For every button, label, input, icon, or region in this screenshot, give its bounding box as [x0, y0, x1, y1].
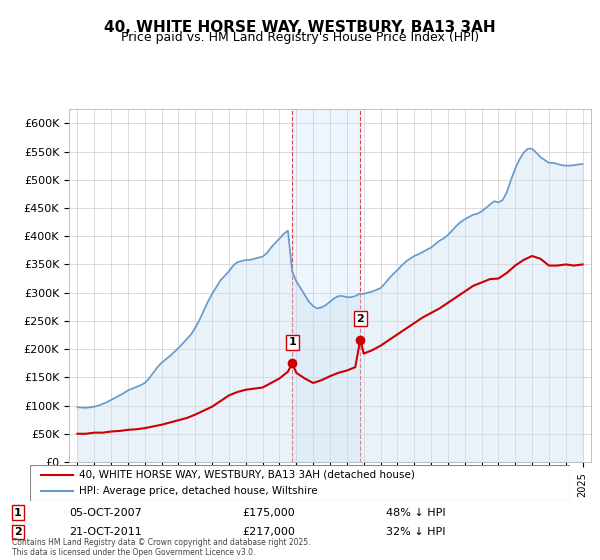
- Text: 1: 1: [14, 507, 22, 517]
- Text: £217,000: £217,000: [242, 527, 295, 537]
- Text: 40, WHITE HORSE WAY, WESTBURY, BA13 3AH (detached house): 40, WHITE HORSE WAY, WESTBURY, BA13 3AH …: [79, 470, 415, 480]
- Text: 2: 2: [14, 527, 22, 537]
- Text: 21-OCT-2011: 21-OCT-2011: [70, 527, 142, 537]
- Text: Price paid vs. HM Land Registry's House Price Index (HPI): Price paid vs. HM Land Registry's House …: [121, 31, 479, 44]
- Text: 48% ↓ HPI: 48% ↓ HPI: [386, 507, 446, 517]
- Text: 40, WHITE HORSE WAY, WESTBURY, BA13 3AH: 40, WHITE HORSE WAY, WESTBURY, BA13 3AH: [104, 20, 496, 35]
- Text: £175,000: £175,000: [242, 507, 295, 517]
- Text: 2: 2: [356, 314, 364, 324]
- Bar: [292, 109, 361, 462]
- Text: HPI: Average price, detached house, Wiltshire: HPI: Average price, detached house, Wilt…: [79, 486, 317, 496]
- Text: Contains HM Land Registry data © Crown copyright and database right 2025.
This d: Contains HM Land Registry data © Crown c…: [12, 538, 311, 557]
- Text: 05-OCT-2007: 05-OCT-2007: [70, 507, 142, 517]
- FancyBboxPatch shape: [30, 465, 570, 501]
- Text: 32% ↓ HPI: 32% ↓ HPI: [386, 527, 446, 537]
- Text: 1: 1: [289, 338, 296, 347]
